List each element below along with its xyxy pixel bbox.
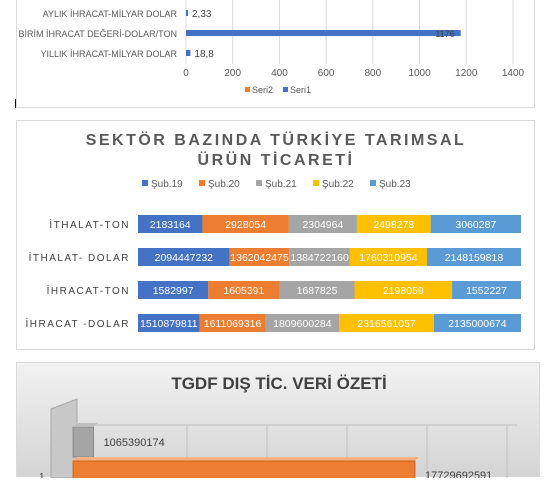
category-label: İHRACAT -DOLAR	[25, 317, 130, 330]
bar	[72, 426, 94, 458]
chart-title: TGDF DIŞ TİC. VERİ ÖZETİ	[171, 374, 386, 393]
data-label: 1384722160	[290, 252, 349, 264]
bar-segment	[354, 281, 453, 299]
legend-marker	[245, 87, 250, 92]
legend-label: Seri2	[252, 85, 273, 95]
chart-sector-trade: SEKTÖR BAZINDA TÜRKİYE TARIMSAL ÜRÜN TİC…	[16, 120, 535, 350]
bar-segment	[265, 314, 340, 332]
bar-segment	[138, 215, 203, 233]
chart-title-line2: ÜRÜN TİCARETİ	[198, 150, 355, 169]
bar-segment	[202, 215, 289, 233]
bar-segment	[426, 248, 521, 266]
data-label: 1552227	[466, 285, 507, 297]
category-label: BİRİM İHRACAT DEĞERİ-DOLAR/TON	[18, 29, 177, 39]
data-label: 2498278	[373, 219, 414, 231]
bar	[186, 10, 188, 16]
bar-segment	[430, 215, 521, 233]
bar-segment	[229, 248, 290, 266]
category-label: İHRACAT-TON	[47, 284, 130, 297]
chart-title-line1: SEKTÖR BAZINDA TÜRKİYE TARIMSAL	[86, 130, 467, 149]
legend-label: Seri1	[290, 85, 311, 95]
data-label: 2135000674	[448, 318, 507, 330]
data-label: 18,8	[194, 49, 214, 60]
category-label: İTHALAT-TON	[49, 218, 130, 231]
data-label: 1510879811	[140, 318, 198, 330]
bar-segment	[208, 281, 280, 299]
data-label: 1176	[435, 29, 454, 39]
category-label: AYLIK İHRACAT-MİLYAR DOLAR	[43, 9, 178, 19]
legend-marker	[370, 180, 376, 186]
bar-segment	[356, 215, 431, 233]
bar-segment	[289, 248, 350, 266]
legend-label: Şub.22	[322, 179, 354, 190]
data-label: 1611069316	[204, 318, 262, 330]
data-label: 2928054	[225, 219, 266, 231]
bar-segment	[339, 314, 434, 332]
text-cursor	[15, 99, 16, 108]
x-tick-label: 800	[365, 68, 382, 79]
bar-segment	[349, 248, 427, 266]
legend-marker	[199, 180, 205, 186]
bar-segment	[288, 215, 357, 233]
bar-segment	[138, 314, 200, 332]
data-label: 2304964	[302, 219, 343, 231]
x-tick-label: 0	[183, 68, 189, 79]
legend-marker	[142, 180, 148, 186]
data-label: 3060287	[455, 219, 496, 231]
data-label: 2148159818	[445, 252, 504, 264]
x-tick-label: 1400	[502, 68, 525, 79]
legend-marker	[313, 180, 319, 186]
legend-label: Şub.20	[208, 179, 240, 190]
x-tick-label: 1200	[455, 68, 478, 79]
data-label: 1582997	[153, 285, 194, 297]
legend-label: Şub.19	[151, 179, 183, 190]
bar	[72, 460, 416, 482]
bar-segment	[138, 248, 230, 266]
bar-segment	[452, 281, 521, 299]
bar-segment	[279, 281, 355, 299]
bar-top	[73, 423, 98, 427]
data-label: 2198059	[383, 285, 424, 297]
bar	[186, 50, 191, 56]
bar-segment	[433, 314, 521, 332]
category-label: 1	[39, 472, 45, 478]
category-label: YILLIK İHRACAT-MİLYAR DOLAR	[40, 49, 177, 59]
x-tick-label: 600	[318, 68, 335, 79]
legend-marker	[283, 87, 288, 92]
x-tick-label: 200	[224, 68, 241, 79]
data-label: 2183164	[150, 219, 191, 231]
x-tick-label: 400	[271, 68, 288, 79]
chart-tgdf-summary: TGDF DIŞ TİC. VERİ ÖZETİ 1065390174 17729…	[16, 362, 540, 483]
bar-segment	[138, 281, 209, 299]
category-label: İTHALAT- DOLAR	[29, 251, 130, 264]
legend-label: Şub.21	[265, 179, 297, 190]
data-label: 2316561057	[357, 318, 416, 330]
bar	[186, 30, 461, 36]
data-label: 1605391	[223, 285, 264, 297]
bar-top	[73, 457, 419, 461]
chart-export-values-plot: 0 200 400 600 800 1000 1200 1400 AYLIK İHRACAT-M…	[18, 0, 525, 95]
chart-tgdf-summary-plot: TGDF DIŞ TİC. VERİ ÖZETİ 106539017417729…	[39, 374, 517, 483]
x-tick-label: 1000	[408, 68, 431, 79]
chart-export-values: 0 200 400 600 800 1000 1200 1400 AYLIK İHRACAT-M…	[16, 0, 535, 108]
legend-marker	[256, 180, 262, 186]
data-label: 1809600284	[273, 318, 332, 330]
data-label: 1065390174	[104, 437, 165, 449]
data-label: 2094447232	[155, 252, 214, 264]
data-label: 1362042475	[230, 252, 289, 264]
data-label: 1760310954	[359, 252, 418, 264]
legend-label: Şub.23	[379, 179, 411, 190]
data-label: 2,33	[192, 9, 212, 20]
bar-segment	[199, 314, 266, 332]
chart-sector-trade-plot: SEKTÖR BAZINDA TÜRKİYE TARIMSAL ÜRÜN TİC…	[25, 130, 521, 332]
data-label: 1687825	[297, 285, 338, 297]
